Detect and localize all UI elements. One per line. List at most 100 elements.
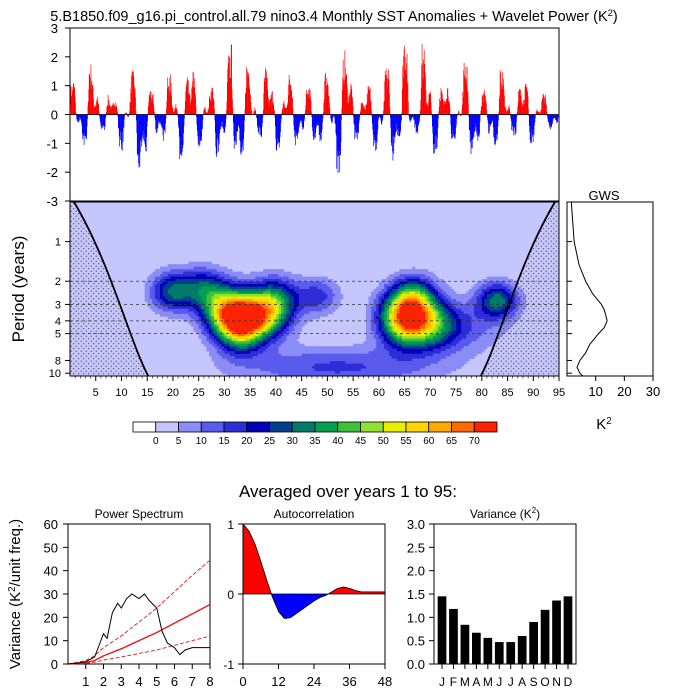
wavelet-cell <box>250 341 254 345</box>
wavelet-cell <box>394 323 398 327</box>
wavelet-cell <box>286 293 290 297</box>
wavelet-cell <box>414 303 418 307</box>
wavelet-cell <box>414 321 418 325</box>
wavelet-cell <box>211 358 215 362</box>
timeseries-bar <box>89 74 90 115</box>
wavelet-cell <box>286 366 290 369</box>
wavelet-cell <box>245 308 248 312</box>
wavelet-cell <box>407 331 411 335</box>
timeseries-bar <box>94 105 95 115</box>
wavelet-cell <box>278 318 282 322</box>
timeseries-bar <box>381 114 383 125</box>
wavelet-cell <box>250 296 254 300</box>
wavelet-cell <box>185 306 189 310</box>
wavelet-cell <box>347 368 351 372</box>
wavelet-cell <box>226 336 230 340</box>
wavelet-cell <box>170 301 174 305</box>
wavelet-cell <box>229 318 233 322</box>
timeseries-bar <box>152 99 154 115</box>
wavelet-cell <box>172 303 176 307</box>
timeseries-bar <box>469 114 471 143</box>
wavelet-cell <box>365 363 369 367</box>
wavelet-cell <box>360 353 364 357</box>
wavelet-cell <box>216 361 220 364</box>
wavelet-cell <box>427 363 431 367</box>
wavelet-cell <box>226 341 230 345</box>
wavelet-cell <box>160 296 164 300</box>
wavelet-cell <box>247 373 251 377</box>
wavelet-cell <box>211 274 215 277</box>
wavelet-cell <box>299 326 303 330</box>
timeseries-bar <box>390 114 392 128</box>
wavelet-cell <box>196 321 200 325</box>
wavelet-cell <box>278 366 282 369</box>
wavelet-cell <box>239 303 243 307</box>
timeseries-bar <box>202 114 204 121</box>
wavelet-cell <box>232 333 236 337</box>
wavelet-cell <box>216 333 220 337</box>
wavelet-cell <box>347 353 351 357</box>
wavelet-cell <box>358 348 362 352</box>
wavelet-cell <box>350 348 354 352</box>
wavelet-cell <box>265 311 269 315</box>
timeseries-bar <box>509 112 511 115</box>
wavelet-cell <box>422 323 426 327</box>
timeseries-bar <box>136 114 137 121</box>
wavelet-cell <box>412 274 416 277</box>
wavelet-cell <box>257 306 261 310</box>
timeseries-bar <box>503 89 505 115</box>
wavelet-cell <box>278 323 282 327</box>
wavelet-cell <box>270 316 274 320</box>
wavelet-cell <box>234 318 238 322</box>
wavelet-cell <box>229 363 233 367</box>
wavelet-cell <box>190 274 194 277</box>
timeseries-bar <box>175 103 177 115</box>
wavelet-cell <box>214 331 218 335</box>
wavelet-cell <box>252 293 256 297</box>
wavelet-cell <box>435 371 439 374</box>
timeseries-bar <box>285 107 287 115</box>
wavelet-cell <box>193 274 197 277</box>
wavelet-cell <box>250 321 254 325</box>
timeseries-bar <box>111 106 112 115</box>
wavelet-cell <box>216 298 220 302</box>
wavelet-cell <box>250 353 254 357</box>
timeseries-bar <box>233 114 235 137</box>
wavelet-cell <box>404 351 408 355</box>
wavelet-cell <box>391 284 395 287</box>
timeseries-bar <box>354 114 356 140</box>
wavelet-cell <box>281 291 285 295</box>
wavelet-cell <box>170 289 174 292</box>
wavelet-cell <box>278 296 282 300</box>
wavelet-cell <box>170 306 174 310</box>
wavelet-cell <box>368 373 372 377</box>
wavelet-cell <box>381 331 385 335</box>
timeseries-bar <box>333 114 335 117</box>
wavelet-cell <box>365 323 369 327</box>
wavelet-cell <box>260 343 264 347</box>
wavelet-cell <box>232 276 236 280</box>
timeseries-bar <box>131 71 133 115</box>
wavelet-cell <box>190 276 194 280</box>
wavelet-cell <box>335 361 339 364</box>
wavelet-cell <box>386 276 390 280</box>
wavelet-cell <box>226 269 230 272</box>
wavelet-cell <box>414 291 418 295</box>
wavelet-cell <box>427 296 431 300</box>
timeseries-bar <box>212 87 214 115</box>
timeseries-bar <box>483 102 485 115</box>
timeseries-bar <box>546 114 548 117</box>
timeseries-bar <box>159 114 160 123</box>
wavelet-cell <box>383 358 387 362</box>
wavelet-cell <box>396 291 400 295</box>
wavelet-cell <box>404 328 408 332</box>
timeseries-bar <box>94 107 96 115</box>
wavelet-cell <box>345 356 349 359</box>
timeseries-bar <box>226 82 228 115</box>
wavelet-cell <box>299 291 303 295</box>
timeseries-bar <box>155 114 157 129</box>
wavelet-cell <box>327 301 331 305</box>
timeseries-bar <box>465 67 467 115</box>
timeseries-bar <box>365 105 367 115</box>
wavelet-cell <box>265 293 269 297</box>
